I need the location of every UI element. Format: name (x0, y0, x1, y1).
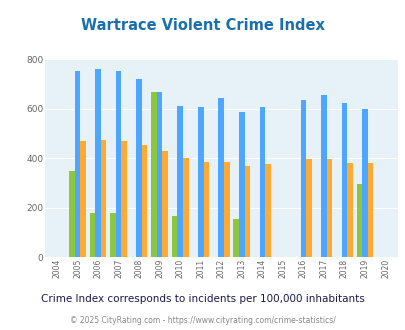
Bar (80, 141, 85, 257)
Bar (305, 159, 311, 257)
Bar (300, 100, 305, 257)
Bar (95, 69, 100, 257)
Bar (326, 159, 331, 257)
Bar (356, 184, 361, 257)
Bar (264, 164, 270, 257)
Bar (320, 95, 326, 257)
Bar (156, 92, 162, 257)
Bar (115, 71, 121, 257)
Bar (142, 145, 147, 257)
Bar (346, 163, 352, 257)
Bar (341, 104, 346, 257)
Bar (162, 151, 168, 257)
Bar (183, 158, 188, 257)
Text: © 2025 CityRating.com - https://www.cityrating.com/crime-statistics/: © 2025 CityRating.com - https://www.city… (70, 316, 335, 325)
Bar (110, 214, 115, 257)
Bar (177, 106, 183, 257)
Text: Crime Index corresponds to incidents per 100,000 inhabitants: Crime Index corresponds to incidents per… (41, 294, 364, 304)
Bar (198, 107, 203, 257)
Bar (218, 98, 224, 257)
Bar (233, 218, 239, 257)
Bar (224, 162, 229, 257)
Bar (171, 216, 177, 257)
Bar (367, 163, 373, 257)
Bar (239, 112, 244, 257)
Bar (75, 71, 80, 257)
Bar (121, 141, 127, 257)
Bar (203, 162, 209, 257)
Bar (69, 171, 75, 257)
Bar (259, 107, 264, 257)
Text: Wartrace Violent Crime Index: Wartrace Violent Crime Index (81, 18, 324, 33)
Bar (136, 79, 142, 257)
Bar (90, 214, 95, 257)
Bar (151, 92, 156, 257)
Bar (100, 140, 106, 257)
Bar (244, 166, 249, 257)
Bar (361, 109, 367, 257)
